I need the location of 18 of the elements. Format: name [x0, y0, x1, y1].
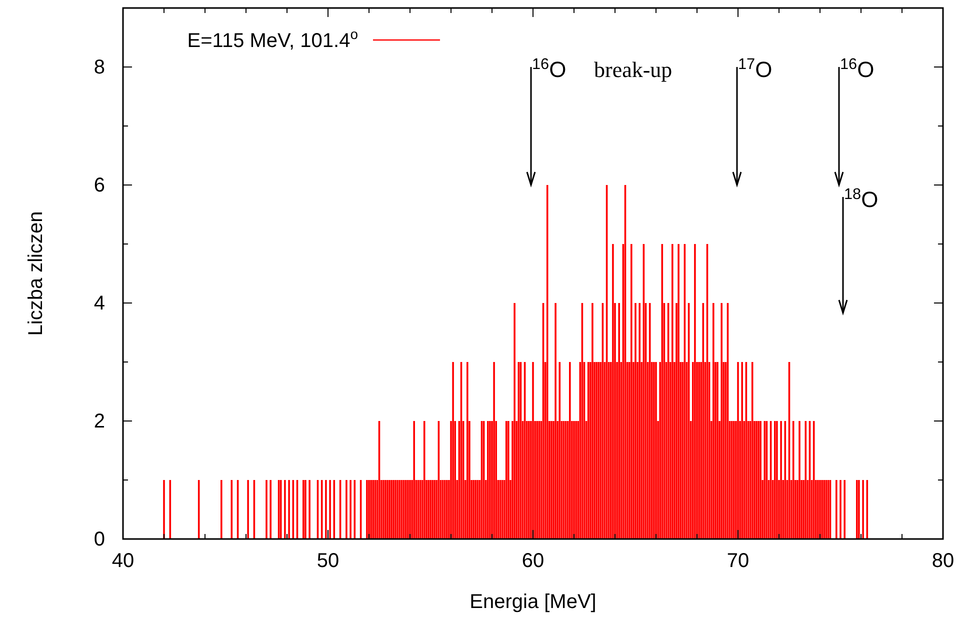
x-axis-title: Energia [MeV] [470, 591, 596, 613]
annotation: $^{16}$O [840, 56, 874, 82]
y-tick-label: 0 [94, 528, 105, 550]
x-tick-label: 70 [726, 550, 750, 572]
y-tick-label: 6 [94, 174, 105, 196]
annotation: $^{16}$O [532, 56, 566, 82]
x-tick-label: 60 [522, 550, 544, 572]
x-tick-label: 50 [316, 550, 340, 572]
y-tick-label: 4 [94, 292, 105, 314]
y-tick-label: 2 [94, 410, 105, 432]
legend-label: E=115 MeV, 101.4$^{o}$ [187, 26, 358, 52]
x-tick-label: 80 [932, 550, 954, 572]
annotation: $^{18}$O [844, 186, 878, 212]
annotation: $^{17}$O [738, 56, 772, 82]
annotation: break-up [594, 57, 672, 82]
y-tick-label: 8 [94, 56, 105, 78]
x-tick-label: 40 [112, 550, 134, 572]
y-axis-title: Liczba zliczen [25, 211, 47, 336]
